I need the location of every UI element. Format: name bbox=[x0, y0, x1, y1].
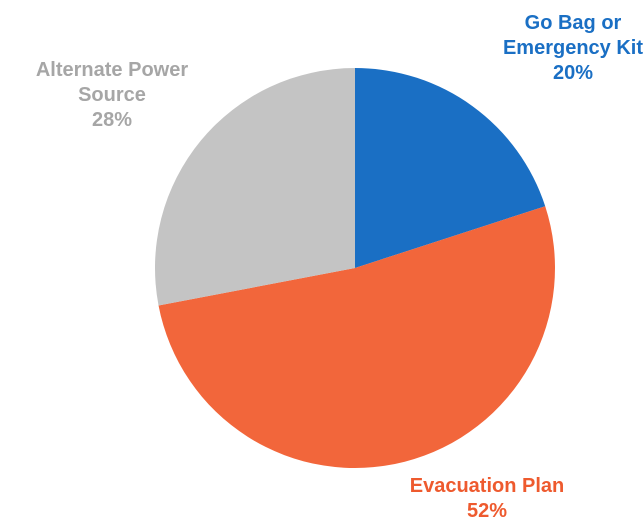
slice-label-go-bag-or-emergency-kit: Go Bag or Emergency Kit 20% bbox=[503, 12, 643, 84]
slice-name-label: Emergency Kit bbox=[503, 37, 643, 59]
slice-name-label: Go Bag or bbox=[525, 12, 622, 34]
slice-name-label: Alternate Power bbox=[36, 59, 188, 81]
slice-percent-label: 20% bbox=[553, 62, 593, 84]
slice-labels: Go Bag or Emergency Kit 20% Evacuation Plan… bbox=[36, 12, 643, 522]
slice-name-label: Source bbox=[78, 84, 146, 106]
pie-slices bbox=[154, 67, 555, 468]
pie-slice-alternate-power-source bbox=[154, 67, 355, 306]
slice-name-label: Evacuation Plan bbox=[410, 475, 565, 497]
slice-label-alternate-power-source: Alternate Power Source 28% bbox=[36, 59, 188, 131]
pie-slice-evacuation-plan bbox=[158, 206, 555, 468]
pie-slice-go-bag-or-emergency-kit bbox=[355, 68, 546, 268]
slice-percent-label: 28% bbox=[92, 109, 132, 131]
slice-label-evacuation-plan: Evacuation Plan 52% bbox=[410, 475, 565, 522]
slice-percent-label: 52% bbox=[467, 500, 507, 522]
